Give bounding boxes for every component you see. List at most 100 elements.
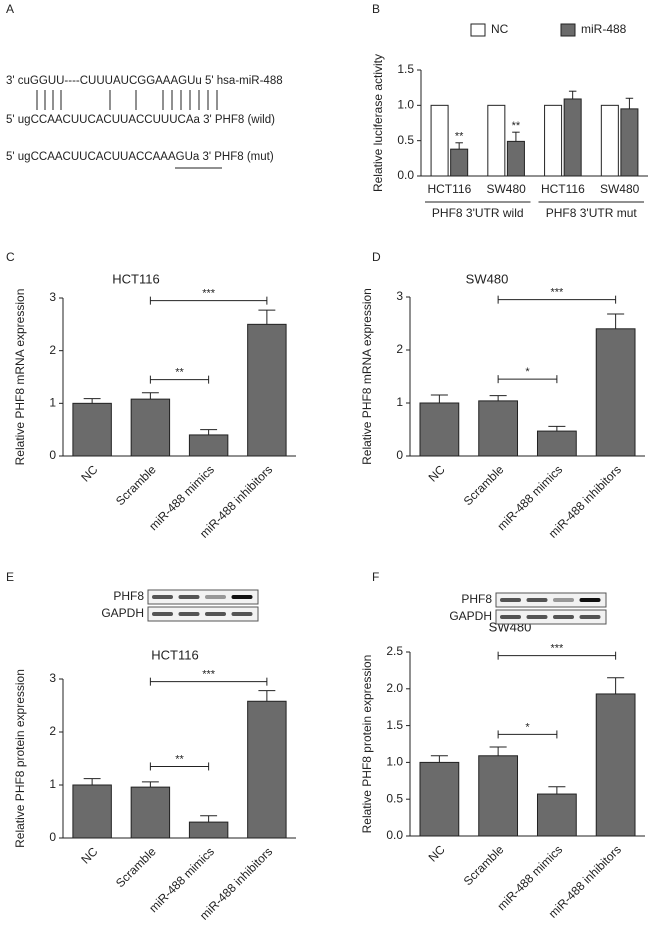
blot-band	[231, 595, 253, 599]
blot-band	[178, 595, 200, 599]
y-tick-label: 3	[396, 289, 403, 303]
bar	[620, 108, 639, 177]
bar	[506, 140, 525, 177]
y-tick-label: 2	[49, 343, 56, 357]
y-axis-label: Relative PHF8 mRNA expression	[360, 288, 374, 465]
bar	[536, 793, 577, 837]
x-tick-label: NC	[78, 462, 100, 484]
chart-title: HCT116	[112, 271, 159, 286]
bar	[544, 104, 563, 177]
group-label: PHF8 3'UTR wild	[432, 206, 524, 220]
blot-band	[579, 615, 601, 619]
sequence-line: 3' cuGGUU----CUUUAUCGGAAAGUu 5' hsa-miR-…	[6, 75, 283, 87]
x-tick-label: HCT116	[541, 182, 585, 196]
panel-label: B	[372, 2, 380, 16]
significance: *	[525, 366, 530, 378]
legend-swatch	[560, 23, 576, 37]
y-tick-label: 2	[396, 342, 403, 356]
sequence-line: 5' ugCCAACUUCACUUACCUUUCAa 3' PHF8 (wild…	[6, 114, 275, 126]
sequence-line: 5' ugCCAACUUCACUUACCAAAGUa 3' PHF8 (mut)	[6, 151, 274, 163]
x-tick-label: Scramble	[113, 844, 159, 890]
bar	[478, 755, 519, 837]
panel-label: C	[6, 250, 15, 264]
blot-label: GAPDH	[449, 609, 492, 623]
chart-title: SW480	[466, 271, 509, 286]
blot-band	[152, 595, 173, 599]
y-axis-label: Relative PHF8 protein expression	[13, 669, 27, 848]
bar	[419, 761, 460, 837]
bar	[536, 430, 577, 457]
y-axis-label: Relative PHF8 protein expression	[360, 655, 374, 834]
blot-band	[152, 612, 173, 616]
significance: **	[175, 753, 184, 765]
bar	[247, 323, 287, 457]
panel-label: E	[6, 570, 14, 584]
x-tick-label: NC	[78, 844, 100, 866]
x-tick-label: SW480	[600, 182, 640, 196]
bar	[487, 104, 506, 177]
x-tick-label: Scramble	[461, 462, 507, 508]
x-tick-label: Scramble	[113, 462, 159, 508]
blot-label: GAPDH	[101, 606, 144, 620]
x-tick-label: HCT116	[427, 182, 471, 196]
blot-frame	[147, 589, 259, 605]
y-tick-label: 1.0	[397, 98, 414, 112]
y-tick-label: 3	[49, 671, 56, 685]
y-tick-label: 1.5	[386, 718, 403, 732]
y-axis-label: Relative PHF8 mRNA expression	[13, 289, 27, 466]
bar	[72, 784, 112, 839]
blot-band	[231, 612, 253, 616]
significance: ***	[550, 643, 564, 655]
y-tick-label: 0.0	[386, 828, 403, 842]
blot-band	[500, 598, 521, 602]
y-tick-label: 2	[49, 724, 56, 738]
significance: ***	[550, 287, 564, 299]
y-tick-label: 2.0	[386, 681, 403, 695]
bar	[130, 398, 171, 457]
significance: **	[512, 120, 521, 132]
blot-band	[553, 598, 574, 602]
y-tick-label: 0	[49, 830, 56, 844]
bar	[600, 104, 619, 177]
bar	[595, 693, 636, 837]
blot-band	[526, 615, 548, 619]
bar	[247, 700, 287, 839]
chart-title: HCT116	[151, 647, 198, 662]
y-tick-label: 0	[49, 448, 56, 462]
x-tick-label: Scramble	[461, 842, 507, 888]
blot-band	[526, 598, 548, 602]
blot-band	[579, 598, 601, 602]
y-tick-label: 0.5	[386, 791, 403, 805]
y-tick-label: 0	[396, 448, 403, 462]
bar	[130, 786, 171, 839]
significance: **	[175, 367, 184, 379]
y-tick-label: 1.5	[397, 62, 414, 76]
blot-band	[500, 615, 521, 619]
bar	[188, 821, 229, 839]
blot-frame	[147, 606, 259, 622]
blot-label: PHF8	[113, 589, 144, 603]
blot-band	[205, 595, 226, 599]
pairing-bars	[36, 90, 222, 169]
group-label: PHF8 3'UTR mut	[546, 206, 638, 220]
bar	[563, 98, 582, 177]
legend-label: NC	[491, 22, 509, 36]
bar	[595, 328, 636, 457]
significance: ***	[202, 288, 216, 300]
y-tick-label: 0.0	[397, 168, 414, 182]
y-tick-label: 2.5	[386, 644, 403, 658]
blot-band	[178, 612, 200, 616]
y-axis-label: Relative luciferase activity	[371, 54, 385, 192]
y-tick-label: 1	[49, 396, 56, 410]
significance: **	[455, 131, 464, 143]
blot-band	[205, 612, 226, 616]
blot-frame	[495, 592, 607, 608]
y-tick-label: 3	[49, 290, 56, 304]
panel-label: D	[372, 250, 381, 264]
panel-label: A	[6, 2, 14, 16]
legend-swatch	[470, 23, 486, 37]
panel-label: F	[372, 570, 379, 584]
bar	[188, 434, 229, 457]
